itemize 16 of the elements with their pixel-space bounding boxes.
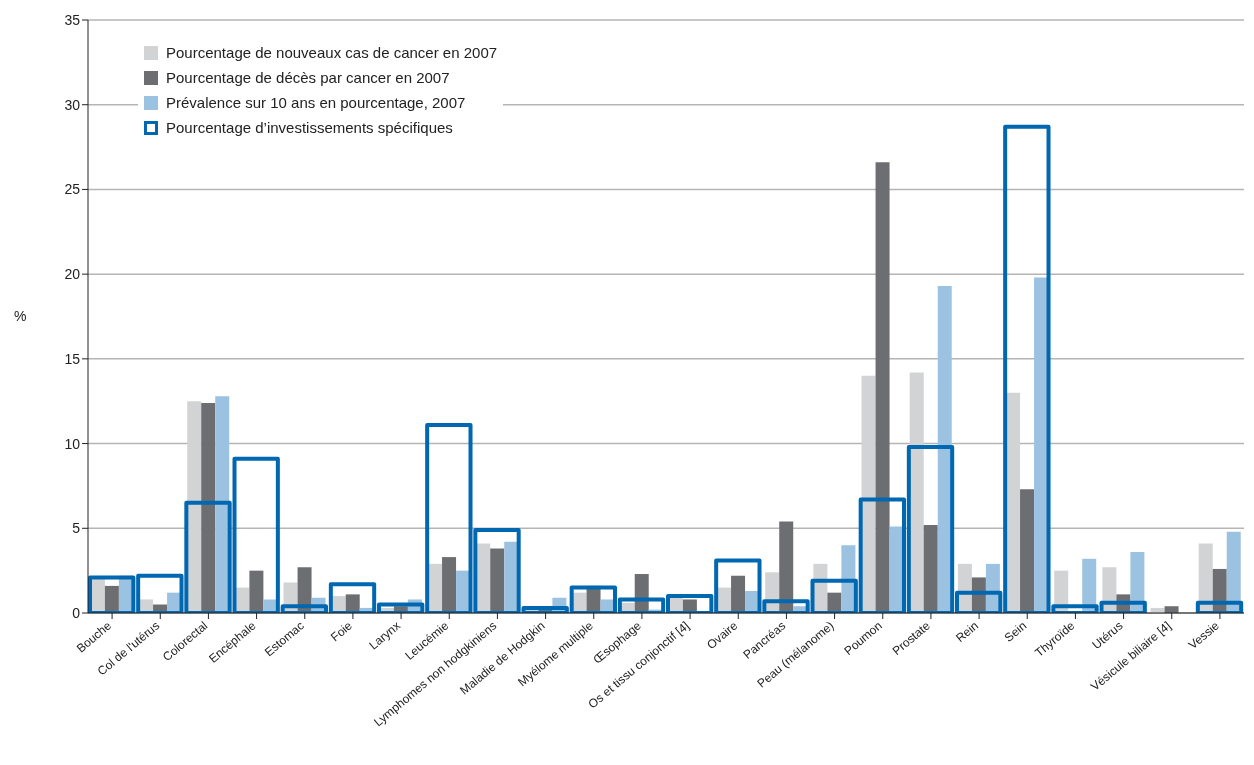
x-tick-label: Sein — [1001, 618, 1030, 645]
y-tick-label: 25 — [64, 181, 81, 198]
y-tick-label: 35 — [64, 11, 81, 28]
legend-label: Pourcentage d’investissements spécifiques — [166, 119, 453, 136]
x-tick-label: Foie — [327, 618, 356, 645]
y-tick-label: 15 — [64, 350, 81, 367]
legend-label: Pourcentage de décès par cancer en 2007 — [166, 69, 450, 86]
x-tick-label: Rein — [953, 618, 982, 646]
legend-label: Prévalence sur 10 ans en pourcentage, 2007 — [166, 94, 466, 111]
y-tick-label: 30 — [64, 96, 81, 113]
y-tick-label: 10 — [64, 435, 81, 452]
y-tick-label: 0 — [72, 604, 81, 621]
y-tick-label: 5 — [72, 520, 81, 537]
legend-label: Pourcentage de nouveaux cas de cancer en 2007 — [166, 44, 498, 61]
y-axis-title: % — [14, 308, 27, 325]
y-tick-label: 20 — [64, 266, 81, 283]
